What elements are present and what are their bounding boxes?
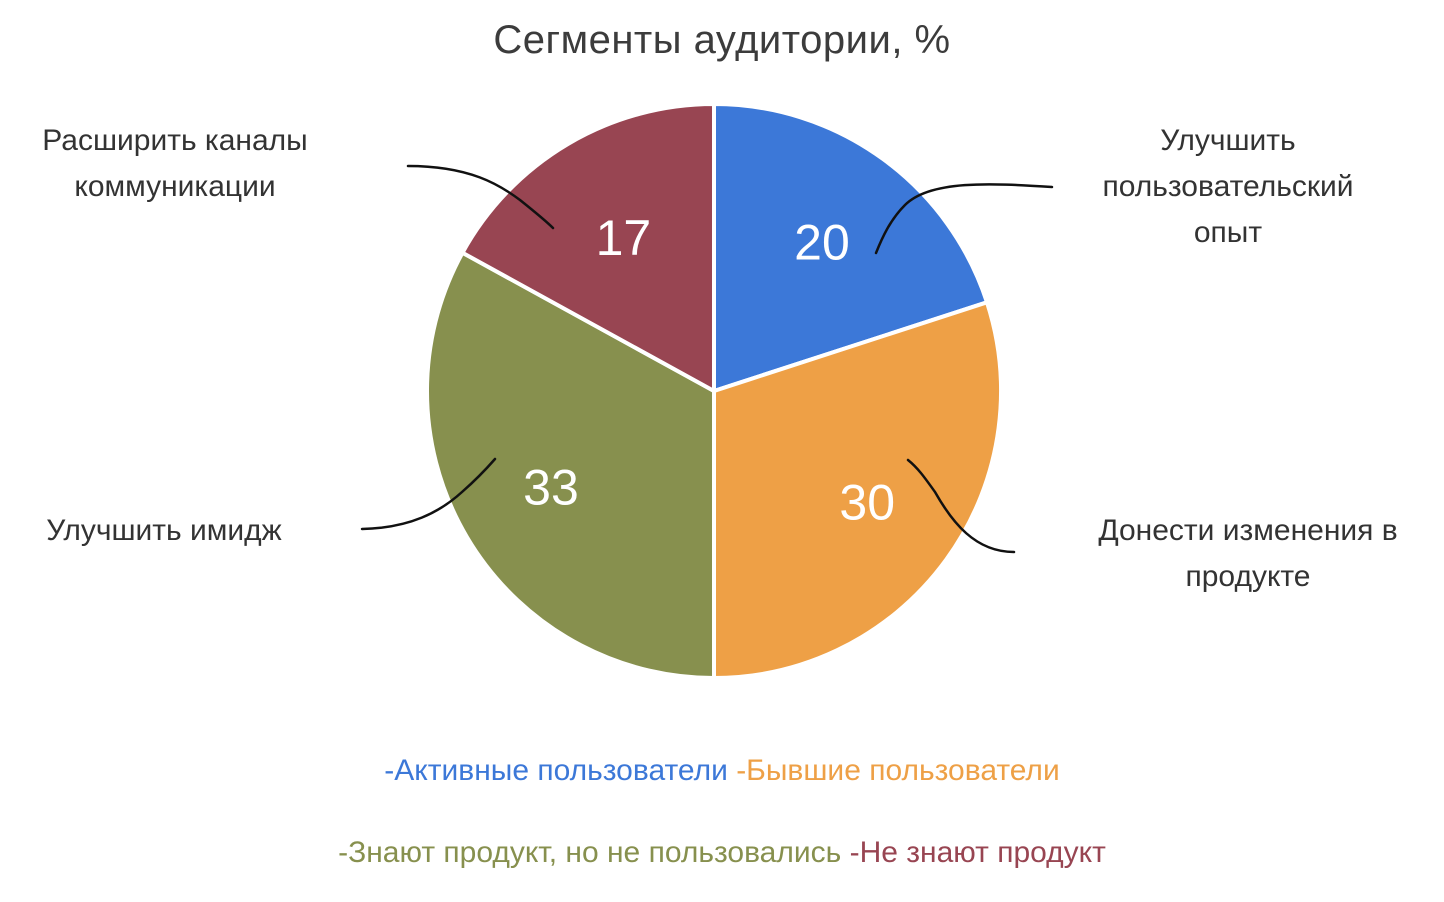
leader-line-dont-know — [406, 164, 555, 230]
annotation-former-users: Донести изменения в продукте — [1068, 508, 1428, 600]
legend-row-2: -Знают продукт, но не пользовались -Не з… — [0, 836, 1444, 870]
data-label-active-users: 20 — [794, 214, 850, 270]
annotation-active-users: Улучшить пользовательский опыт — [1068, 118, 1388, 256]
pie-slice-dont-know — [460, 102, 716, 393]
data-label-former-users: 30 — [839, 474, 895, 530]
pie-slice-know-not-used — [425, 250, 716, 680]
pie-data-labels: 20 30 33 17 — [523, 210, 895, 530]
annotation-line: продукте — [1185, 560, 1311, 593]
legend-item-know-not-used: -Знают продукт, но не пользовались — [338, 836, 842, 869]
annotation-line: Улучшить имидж — [46, 514, 282, 547]
annotation-dont-know: Расширить каналы коммуникации — [10, 118, 340, 210]
annotation-line: Донести изменения в — [1098, 514, 1398, 547]
data-label-know-not-used: 33 — [523, 459, 579, 515]
annotation-know-not-used: Улучшить имидж — [14, 508, 314, 554]
annotation-line: опыт — [1193, 216, 1263, 249]
leader-line-know-not-used — [360, 457, 497, 531]
annotation-line: коммуникации — [74, 170, 276, 203]
pie-slices — [425, 102, 1003, 680]
chart-title: Сегменты аудитории, % — [493, 18, 951, 62]
leader-line-active-users — [874, 183, 1054, 255]
annotation-line: Расширить каналы — [42, 124, 308, 157]
data-label-dont-know: 17 — [596, 210, 652, 266]
legend-item-dont-know: -Не знают продукт — [849, 836, 1106, 869]
legend-row-1: -Активные пользователи -Бывшие пользоват… — [0, 754, 1444, 788]
annotation-line: пользовательский — [1102, 170, 1354, 203]
annotation-leader-lines — [360, 164, 1054, 554]
pie-slice-former-users — [712, 300, 1003, 680]
leader-line-former-users — [906, 458, 1016, 554]
legend-item-former-users: -Бывшие пользователи — [736, 754, 1060, 787]
annotation-line: Улучшить — [1160, 124, 1296, 157]
legend-item-active-users: -Активные пользователи — [384, 754, 728, 787]
pie-slice-active-users — [712, 102, 989, 393]
